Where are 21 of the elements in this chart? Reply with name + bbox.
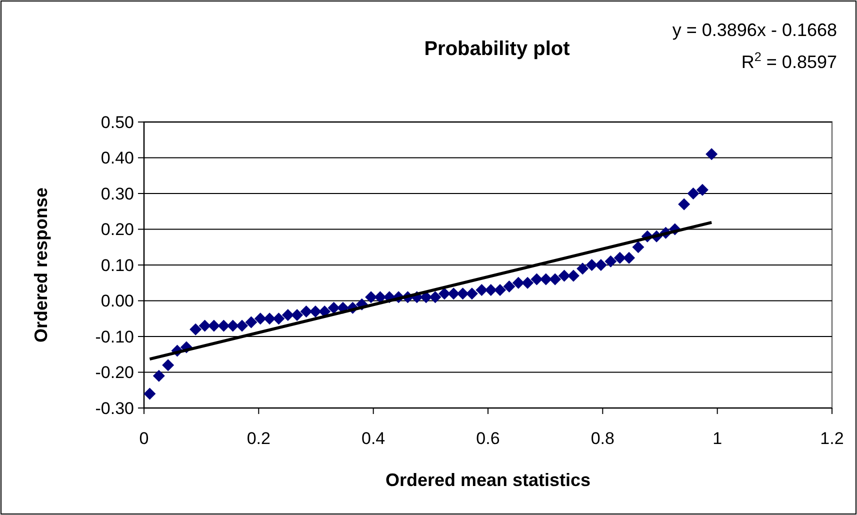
x-tick-label: 0.2 [246, 429, 270, 448]
y-axis-title: Ordered response [31, 187, 51, 343]
y-tick-label: -0.20 [95, 363, 134, 382]
y-tick-label: 0.10 [100, 256, 134, 275]
y-tick-label: 0.50 [100, 112, 134, 132]
y-tick-label: -0.10 [95, 327, 134, 346]
y-tick-label: 0.20 [100, 220, 134, 240]
x-tick-label: 0 [139, 429, 149, 448]
x-tick-label: 1.2 [820, 429, 844, 448]
x-tick-label: 1 [712, 429, 722, 448]
x-tick-label: 0.4 [362, 429, 386, 448]
x-tick-label: 0.6 [476, 429, 500, 448]
y-tick-label: 0.40 [100, 148, 134, 168]
x-axis-title: Ordered mean statistics [385, 470, 591, 490]
text: R$^{2}$ = 0.8597 [741, 50, 837, 72]
chart-title: Probability plot [424, 38, 570, 60]
y-tick-label: -0.30 [95, 398, 134, 418]
text: y = 0.3896x - 0.1668 [672, 20, 837, 40]
y-tick-label: 0.30 [100, 184, 134, 204]
x-tick-label: 0.8 [590, 429, 614, 448]
y-tick-label: 0.00 [100, 292, 134, 311]
